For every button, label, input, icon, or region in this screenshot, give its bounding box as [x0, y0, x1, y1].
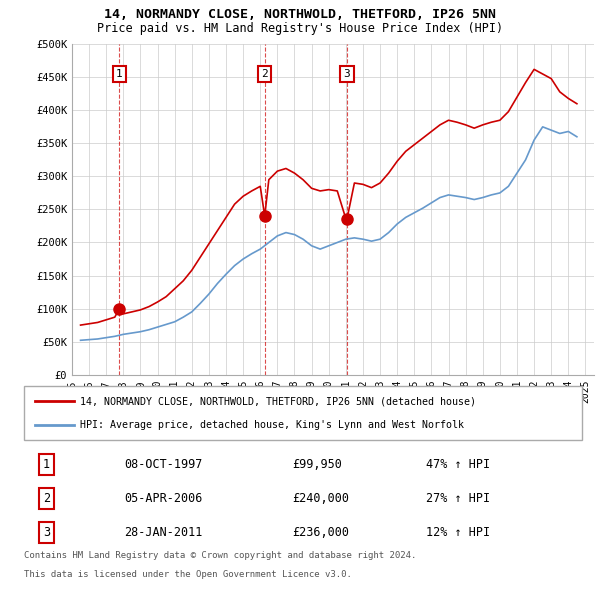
Text: 28-JAN-2011: 28-JAN-2011 — [124, 526, 203, 539]
Text: Price paid vs. HM Land Registry's House Price Index (HPI): Price paid vs. HM Land Registry's House … — [97, 22, 503, 35]
Text: Contains HM Land Registry data © Crown copyright and database right 2024.: Contains HM Land Registry data © Crown c… — [24, 551, 416, 560]
Text: 47% ↑ HPI: 47% ↑ HPI — [426, 458, 490, 471]
Text: 1: 1 — [116, 69, 123, 79]
Text: 2: 2 — [262, 69, 268, 79]
Text: £240,000: £240,000 — [292, 492, 349, 505]
Text: 14, NORMANDY CLOSE, NORTHWOLD, THETFORD, IP26 5NN: 14, NORMANDY CLOSE, NORTHWOLD, THETFORD,… — [104, 8, 496, 21]
Text: 3: 3 — [344, 69, 350, 79]
Text: This data is licensed under the Open Government Licence v3.0.: This data is licensed under the Open Gov… — [24, 570, 352, 579]
Text: 08-OCT-1997: 08-OCT-1997 — [124, 458, 203, 471]
Text: 27% ↑ HPI: 27% ↑ HPI — [426, 492, 490, 505]
FancyBboxPatch shape — [24, 386, 582, 440]
Text: 1: 1 — [43, 458, 50, 471]
Text: 12% ↑ HPI: 12% ↑ HPI — [426, 526, 490, 539]
Text: £99,950: £99,950 — [292, 458, 342, 471]
Text: HPI: Average price, detached house, King's Lynn and West Norfolk: HPI: Average price, detached house, King… — [80, 419, 464, 430]
Text: 05-APR-2006: 05-APR-2006 — [124, 492, 203, 505]
Text: 14, NORMANDY CLOSE, NORTHWOLD, THETFORD, IP26 5NN (detached house): 14, NORMANDY CLOSE, NORTHWOLD, THETFORD,… — [80, 396, 476, 407]
Text: 3: 3 — [43, 526, 50, 539]
Text: £236,000: £236,000 — [292, 526, 349, 539]
Text: 2: 2 — [43, 492, 50, 505]
